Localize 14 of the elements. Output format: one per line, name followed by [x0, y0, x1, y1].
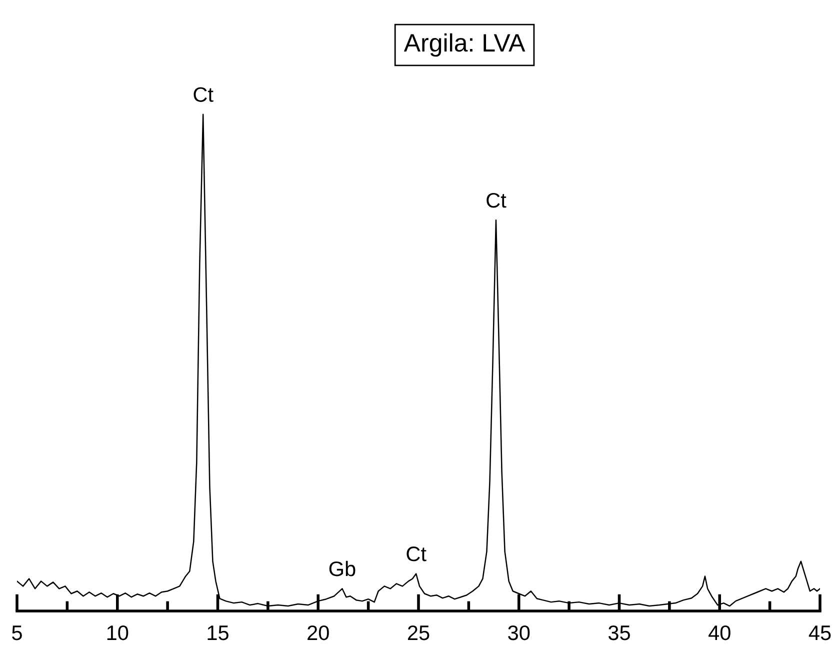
annotation: Ct: [406, 546, 426, 562]
x-tick-label: 25: [408, 625, 430, 640]
annotation: Gb: [329, 560, 356, 576]
x-tick-label: 10: [107, 625, 128, 640]
x-tick-label: 45: [808, 626, 831, 640]
x-tick-label: 5: [12, 626, 22, 640]
annotation: Ct: [194, 87, 214, 102]
chart-title: Argila: LVA: [404, 33, 526, 57]
x-tick-label: 40: [708, 625, 730, 640]
annotation: Ct: [486, 192, 506, 208]
x-tick-label: 15: [208, 626, 228, 640]
x-tick-label: 30: [508, 625, 530, 640]
x-tick-label: 35: [608, 625, 630, 640]
x-tick-label: 20: [308, 625, 329, 640]
